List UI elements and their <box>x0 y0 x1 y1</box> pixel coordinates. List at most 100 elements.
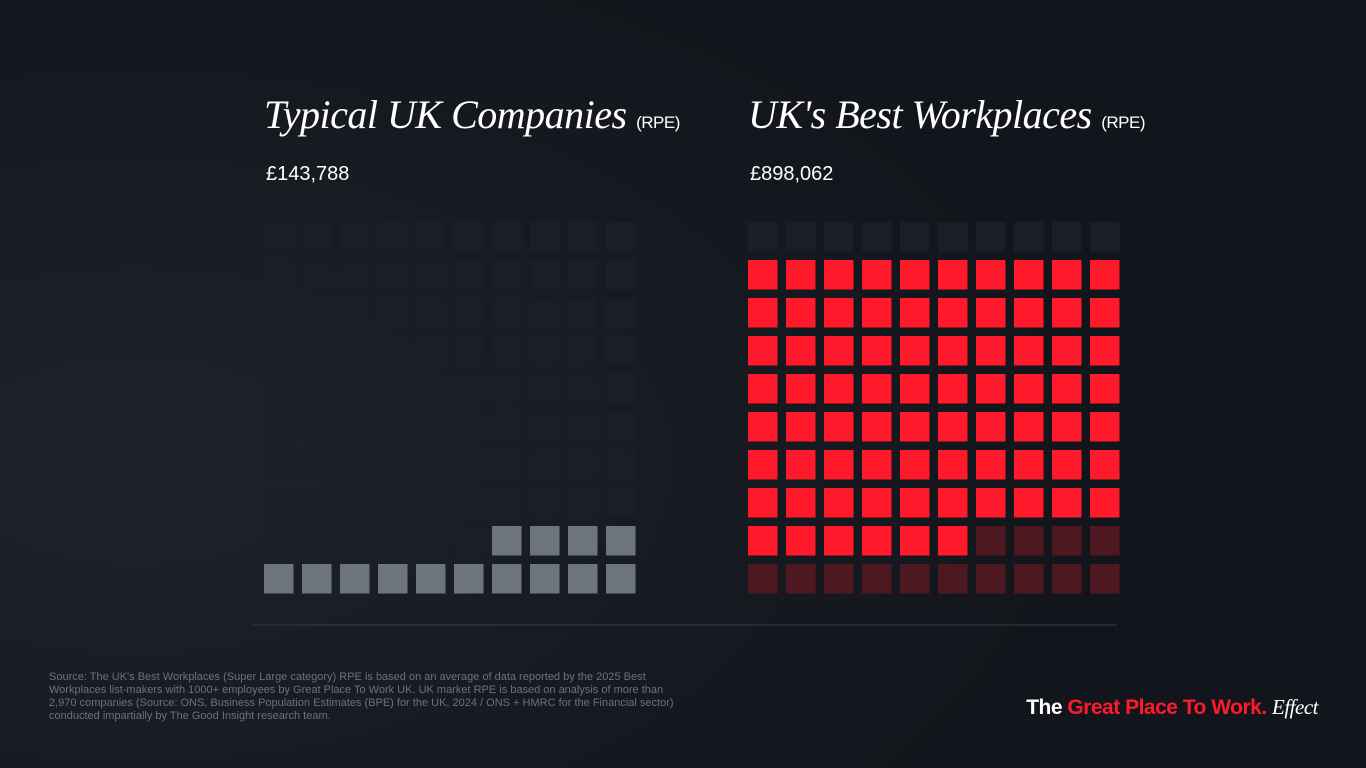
empty-cell <box>302 488 332 518</box>
filled-cell <box>900 374 930 404</box>
filled-cell <box>862 450 892 480</box>
empty-cell <box>530 298 560 328</box>
empty-cell <box>492 222 522 252</box>
filled-cell <box>976 450 1006 480</box>
filled-cell <box>454 564 484 594</box>
empty-cell <box>340 374 370 404</box>
empty-cell <box>302 336 332 366</box>
filled-cell <box>748 526 778 556</box>
filled-cell <box>938 450 968 480</box>
empty-cell <box>378 412 408 442</box>
empty-cell <box>340 526 370 556</box>
empty-cell <box>824 222 854 252</box>
filled-cell <box>862 412 892 442</box>
filled-cell <box>824 526 854 556</box>
empty-cell <box>264 488 294 518</box>
title-unit: (RPE) <box>636 113 680 132</box>
filled-cell <box>938 374 968 404</box>
filled-cell <box>786 260 816 290</box>
empty-cell <box>264 260 294 290</box>
filled-cell <box>976 412 1006 442</box>
filled-cell <box>606 564 636 594</box>
empty-cell <box>530 450 560 480</box>
filled-cell <box>862 298 892 328</box>
filled-cell <box>1014 488 1044 518</box>
empty-cell <box>748 222 778 252</box>
filled-cell <box>748 374 778 404</box>
empty-cell <box>302 298 332 328</box>
filled-cell <box>492 526 522 556</box>
empty-cell <box>568 450 598 480</box>
filled-cell <box>748 488 778 518</box>
empty-cell <box>530 374 560 404</box>
empty-cell <box>862 222 892 252</box>
value-label: £143,788 <box>266 163 349 185</box>
filled-cell <box>748 412 778 442</box>
filled-cell <box>824 412 854 442</box>
filled-cell <box>786 526 816 556</box>
filled-cell <box>1052 260 1082 290</box>
empty-cell <box>606 488 636 518</box>
filled-cell <box>1090 450 1120 480</box>
baseline-cell <box>1090 526 1120 556</box>
filled-cell <box>786 298 816 328</box>
empty-cell <box>302 412 332 442</box>
filled-cell <box>492 564 522 594</box>
filled-cell <box>1052 298 1082 328</box>
baseline-cell <box>862 564 892 594</box>
empty-cell <box>416 526 446 556</box>
empty-cell <box>606 374 636 404</box>
empty-cell <box>378 260 408 290</box>
empty-cell <box>340 260 370 290</box>
filled-cell <box>1090 260 1120 290</box>
filled-cell <box>938 298 968 328</box>
filled-cell <box>748 450 778 480</box>
empty-cell <box>302 526 332 556</box>
empty-cell <box>378 374 408 404</box>
empty-cell <box>264 450 294 480</box>
filled-cell <box>748 298 778 328</box>
panel-title: Typical UK Companies (RPE) <box>264 92 680 137</box>
filled-cell <box>976 488 1006 518</box>
filled-cell <box>824 298 854 328</box>
filled-cell <box>900 412 930 442</box>
filled-cell <box>938 260 968 290</box>
filled-cell <box>1090 374 1120 404</box>
filled-cell <box>1052 450 1082 480</box>
filled-cell <box>862 260 892 290</box>
empty-cell <box>606 450 636 480</box>
empty-cell <box>568 298 598 328</box>
empty-cell <box>492 412 522 442</box>
empty-cell <box>378 222 408 252</box>
baseline-cell <box>938 564 968 594</box>
filled-cell <box>1090 488 1120 518</box>
baseline-cell <box>1014 564 1044 594</box>
filled-cell <box>1052 374 1082 404</box>
empty-cell <box>454 488 484 518</box>
baseline-cell <box>786 564 816 594</box>
filled-cell <box>900 298 930 328</box>
empty-cell <box>900 222 930 252</box>
empty-cell <box>264 526 294 556</box>
empty-cell <box>416 260 446 290</box>
baseline-cell <box>976 564 1006 594</box>
filled-cell <box>900 526 930 556</box>
empty-cell <box>416 450 446 480</box>
filled-cell <box>862 336 892 366</box>
filled-cell <box>1090 412 1120 442</box>
empty-cell <box>378 336 408 366</box>
filled-cell <box>938 488 968 518</box>
empty-cell <box>302 450 332 480</box>
empty-cell <box>416 222 446 252</box>
empty-cell <box>378 488 408 518</box>
baseline-cell <box>748 564 778 594</box>
filled-cell <box>900 260 930 290</box>
empty-cell <box>454 222 484 252</box>
filled-cell <box>302 564 332 594</box>
filled-cell <box>862 488 892 518</box>
empty-cell <box>568 260 598 290</box>
empty-cell <box>606 222 636 252</box>
filled-cell <box>824 488 854 518</box>
baseline-cell <box>1052 526 1082 556</box>
filled-cell <box>568 564 598 594</box>
